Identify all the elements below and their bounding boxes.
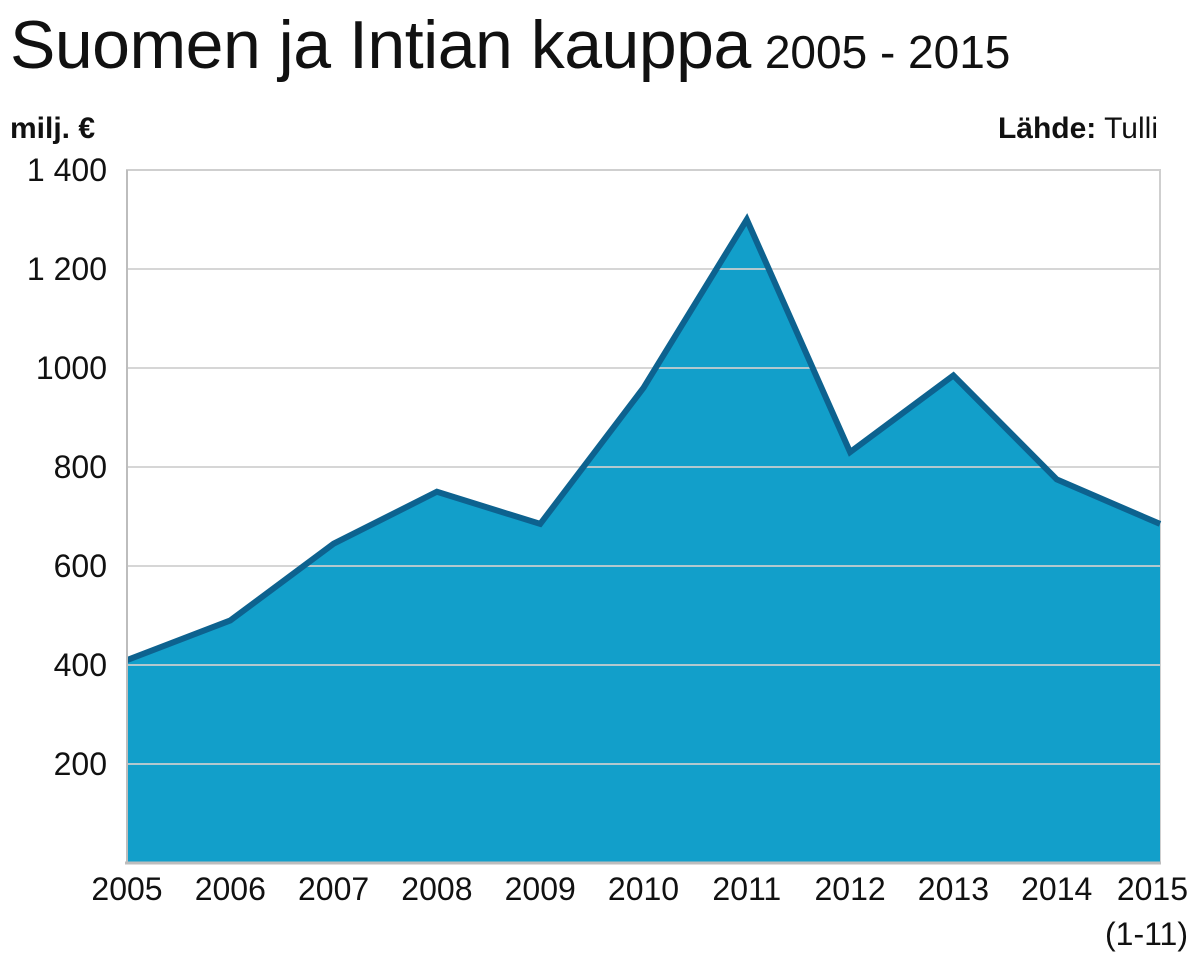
source-note: Lähde: Tulli [998,112,1158,146]
x-tick-label-2010: 2010 [608,871,679,907]
chart-title: Suomen ja Intian kauppa [10,7,751,83]
source-value: Tulli [1104,112,1158,145]
y-tick-label-1000: 1000 [36,350,107,386]
x-tick-label-2011: 2011 [712,871,781,907]
y-tick-label-1200: 1 200 [27,251,107,287]
x-tick-label-2014: 2014 [1021,871,1092,907]
x-tick-label-2015: 2015 [1117,871,1188,907]
area-fill [127,219,1160,863]
y-tick-label-400: 400 [54,647,107,683]
source-label: Lähde: [997,112,1097,145]
series-line [125,213,1162,663]
chart-subtitle: 2005 - 2015 [764,26,1011,78]
y-tick-label-200: 200 [54,746,107,782]
y-tick-label-1400: 1 400 [27,152,107,188]
x-tick-label-2008: 2008 [401,871,472,907]
x-tick-label-2012: 2012 [815,871,886,907]
x-tick-label-2009: 2009 [505,871,576,907]
x-tick-label-2005: 2005 [91,871,162,907]
y-tick-label-600: 600 [54,548,107,584]
chart-title-row: Suomen ja Intian kauppa 2005 - 2015 [10,6,1010,84]
x-tick-label-2013: 2013 [918,871,989,907]
x-tick-sublabel-2015: (1-11) [1105,916,1188,952]
y-tick-label-800: 800 [54,449,107,485]
x-tick-label-2007: 2007 [298,871,369,907]
x-tick-label-2006: 2006 [195,871,266,907]
y-unit-label: milj. € [10,112,96,145]
